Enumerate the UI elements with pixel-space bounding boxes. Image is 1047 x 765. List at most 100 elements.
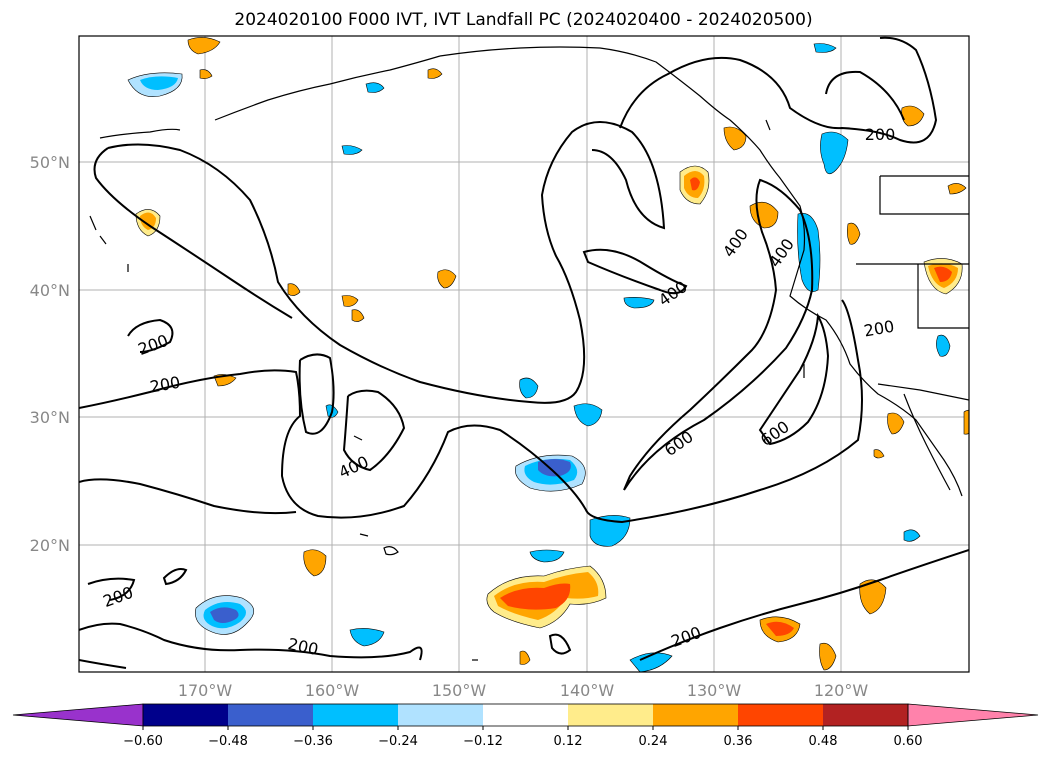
colorbar-segment: [143, 704, 228, 726]
contour-200-bottom-left-2: [79, 659, 127, 669]
contour-200-bottom: [79, 622, 423, 661]
colorbar-tick-label: −0.60: [123, 734, 163, 749]
contour-200-west: [93, 147, 293, 319]
contour-label: 200: [865, 125, 896, 144]
colorbar-tick-label: 0.60: [894, 734, 923, 749]
neg-patch-5: [589, 515, 631, 547]
islet-2: [99, 235, 107, 245]
lon-label: 160°W: [305, 681, 360, 700]
pos-patch-20: [287, 283, 301, 296]
colorbar-segment: [483, 704, 568, 726]
contour-200-southwest: [79, 478, 297, 515]
contour-400-inner: [582, 248, 688, 295]
colorbar-tick-label: 0.24: [639, 734, 668, 749]
contour-200-south: [79, 299, 863, 524]
colorbar-segment: [568, 704, 653, 726]
contour-small-2: [548, 633, 572, 655]
colorbar-frame: [142, 703, 909, 727]
islet-1: [89, 215, 97, 231]
colorbar-tick-label: −0.12: [463, 734, 503, 749]
lon-label: 170°W: [178, 681, 233, 700]
lon-label: 120°W: [814, 681, 869, 700]
lon-label: 150°W: [432, 681, 487, 700]
colorbar-segment: [738, 704, 823, 726]
neg-patch-3: [820, 131, 849, 175]
pos-patch-23: [963, 409, 969, 435]
neg-patch-11: [629, 652, 673, 672]
contour-200-gulf: [825, 70, 905, 121]
neg-patch-6: [573, 403, 603, 427]
pos-patch-8: [303, 549, 327, 577]
pos-patch-22: [519, 650, 531, 665]
pos-patch-7: [859, 579, 887, 615]
pos-patch-19: [427, 68, 443, 79]
neg-patch-4: [797, 213, 821, 292]
neg-patch-13: [936, 334, 951, 357]
contour-small-1: [162, 568, 188, 586]
neg-patch-10: [349, 628, 385, 647]
colorbar-segment: [313, 704, 398, 726]
pos-patch-18: [351, 309, 365, 322]
colorbar-extend-min: [12, 703, 144, 727]
colorbar-tick-label: −0.48: [208, 734, 248, 749]
hawaii-2: [383, 546, 399, 556]
contour-400-ar: [623, 178, 814, 491]
colorbar-tick-label: 0.48: [809, 734, 838, 749]
pos-patch-24: [199, 69, 213, 79]
ivt-contours: [79, 36, 969, 669]
lon-label: 140°W: [560, 681, 615, 700]
contour-200-north: [619, 36, 938, 144]
lat-label: 50°N: [30, 153, 70, 172]
map-title: 2024020100 F000 IVT, IVT Landfall PC (20…: [234, 10, 813, 30]
lat-label: 40°N: [30, 281, 70, 300]
neg-patch-8: [519, 377, 539, 399]
pos-patch-21: [947, 183, 967, 195]
neg-patch-17: [365, 82, 385, 93]
pos-patch-16: [887, 412, 905, 435]
colorbar-tick-label: 0.36: [724, 734, 753, 749]
pos-patch-9: [723, 126, 747, 151]
neg-patch-15: [813, 43, 837, 53]
neg-patch-9: [623, 297, 655, 309]
coast-baja: [903, 393, 951, 491]
map-frame: [78, 35, 970, 673]
pc-fill-patches: [127, 37, 969, 672]
lon-label: 130°W: [687, 681, 742, 700]
lat-label: 30°N: [30, 408, 70, 427]
pos-patch-12: [437, 269, 457, 289]
hawaii-1: [353, 435, 363, 441]
coastlines: [89, 46, 969, 661]
contour-600: [758, 312, 830, 446]
lat-label: 20°N: [30, 536, 70, 555]
colorbar-tick-label: −0.24: [378, 734, 418, 749]
colorbar-segment: [398, 704, 483, 726]
colorbar-segment: [653, 704, 738, 726]
border-state-3: [879, 176, 969, 215]
pos-patch-14: [819, 642, 837, 671]
pos-patch-17: [341, 295, 359, 307]
coast-aleutian-2: [214, 55, 441, 121]
colorbar-tick-label: 0.12: [554, 734, 583, 749]
colorbar-segment: [823, 704, 908, 726]
contour-200-loop: [298, 353, 335, 435]
hawaii-3: [359, 533, 369, 537]
contour-200-small: [127, 318, 174, 353]
neg-patch-14: [341, 145, 363, 155]
colorbar: −0.60 −0.48 −0.36 −0.24 −0.12 0.12 0.24 0.36 0.4…: [12, 703, 1039, 749]
coast-aleutian-1: [99, 128, 181, 139]
pos-patch-13: [847, 222, 861, 245]
pos-patch-11: [187, 37, 221, 55]
islet-4: [765, 119, 771, 131]
pos-patch-25: [873, 449, 885, 459]
border-us-mexico: [877, 383, 969, 401]
contour-400-loop: [342, 389, 406, 472]
colorbar-extend-max: [907, 703, 1039, 727]
colorbar-tick-label: −0.36: [293, 734, 333, 749]
neg-patch-12: [529, 549, 565, 563]
contour-200-bottom-left: [87, 577, 136, 601]
neg-patch-18: [903, 529, 921, 542]
coast-north-america: [439, 46, 963, 497]
contour-200-bottom-right: [639, 549, 969, 661]
lat-tick-labels: 50°N 40°N 30°N 20°N: [30, 153, 70, 555]
